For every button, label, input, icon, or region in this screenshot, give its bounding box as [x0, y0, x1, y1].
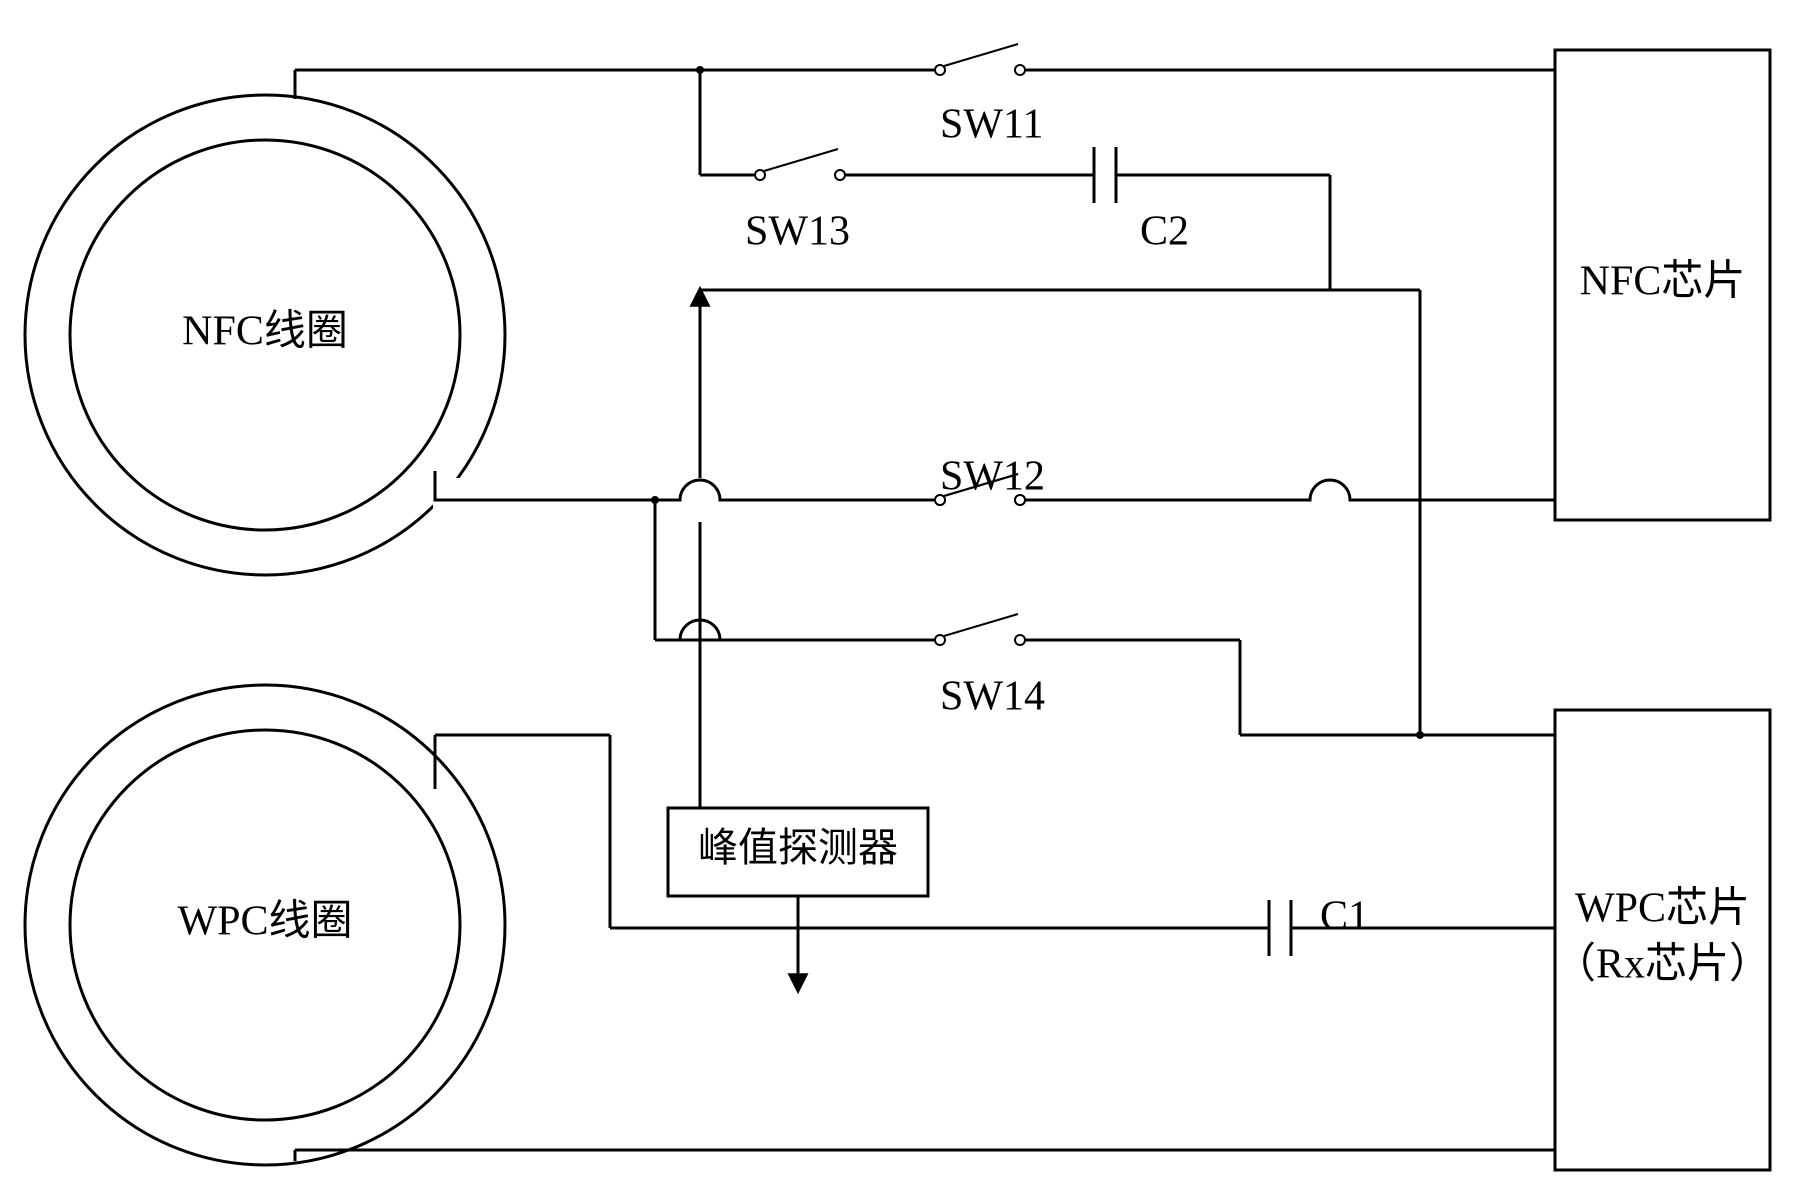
- svg-text:SW13: SW13: [745, 209, 850, 255]
- svg-text:WPC线圈: WPC线圈: [177, 899, 352, 945]
- svg-text:WPC芯片: WPC芯片: [1575, 886, 1750, 932]
- svg-text:NFC线圈: NFC线圈: [182, 309, 348, 355]
- svg-text:峰值探测器: 峰值探测器: [698, 825, 898, 870]
- svg-text:C2: C2: [1140, 209, 1189, 255]
- svg-text:NFC芯片: NFC芯片: [1580, 259, 1746, 305]
- svg-text:C1: C1: [1320, 894, 1369, 940]
- svg-text:SW11: SW11: [940, 102, 1043, 148]
- svg-text:SW14: SW14: [940, 674, 1045, 720]
- svg-text:（Rx芯片）: （Rx芯片）: [1554, 942, 1771, 988]
